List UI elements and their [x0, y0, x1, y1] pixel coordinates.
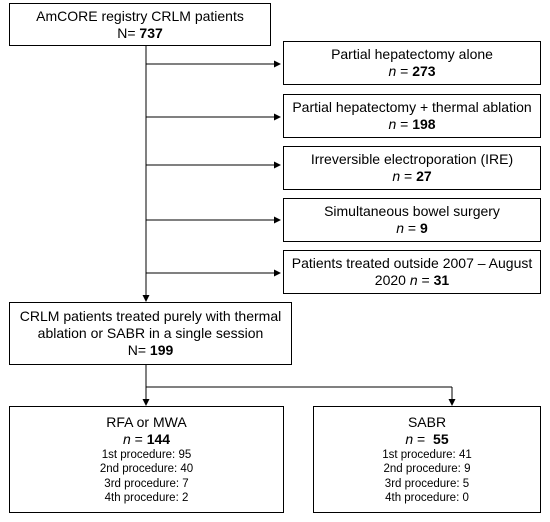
rfa-mwa-count: n = 144 — [122, 430, 171, 447]
sabr-count: n = 55 — [405, 430, 449, 447]
procedure-line: 2nd procedure: 40 — [99, 463, 194, 475]
included-count: N= 199 — [127, 342, 174, 358]
exclusion-count: 2020 n = 31 — [374, 272, 450, 288]
sabr-box: SABR n = 55 1st procedure: 41 2nd proced… — [313, 406, 541, 513]
exclusion-count: n = 273 — [388, 63, 436, 79]
exclusion-box-ire: Irreversible electroporation (IRE) n = 2… — [283, 146, 541, 190]
rfa-mwa-box: RFA or MWA n = 144 1st procedure: 95 2nd… — [9, 406, 284, 513]
exclusion-label: Partial hepatectomy + thermal ablation — [292, 99, 532, 115]
exclusion-box-hepatectomy-ablation: Partial hepatectomy + thermal ablation n… — [283, 94, 541, 138]
procedure-line: 3rd procedure: 5 — [384, 477, 470, 490]
registry-box: AmCORE registry CRLM patients N= 737 — [9, 3, 271, 46]
exclusion-label: Partial hepatectomy alone — [331, 46, 493, 62]
included-cohort-box: CRLM patients treated purely with therma… — [9, 302, 292, 365]
procedure-line: 3rd procedure: 7 — [104, 477, 189, 490]
exclusion-label: Simultaneous bowel surgery — [324, 203, 500, 219]
included-line2: ablation or SABR in a single session — [37, 325, 264, 341]
procedure-line: 1st procedure: 95 — [101, 448, 192, 461]
exclusion-count: n = 27 — [392, 168, 432, 184]
rfa-mwa-title: RFA or MWA — [106, 413, 187, 430]
exclusion-box-hepatectomy: Partial hepatectomy alone n = 273 — [283, 41, 541, 85]
sabr-title: SABR — [407, 413, 447, 430]
exclusion-label: Patients treated outside 2007 – August — [291, 255, 533, 271]
registry-count: N= 737 — [117, 24, 163, 41]
procedure-line: 4th procedure: 2 — [104, 492, 189, 504]
exclusion-box-date-range: Patients treated outside 2007 – August 2… — [283, 250, 541, 294]
procedure-line: 1st procedure: 41 — [382, 448, 472, 461]
registry-title: AmCORE registry CRLM patients — [36, 7, 244, 24]
exclusion-box-bowel-surgery: Simultaneous bowel surgery n = 9 — [283, 198, 541, 242]
procedure-line: 2nd procedure: 9 — [383, 463, 471, 475]
exclusion-count: n = 9 — [396, 220, 428, 236]
included-line1: CRLM patients treated purely with therma… — [19, 308, 282, 324]
exclusion-label: Irreversible electroporation (IRE) — [310, 151, 514, 167]
procedure-line: 4th procedure: 0 — [385, 492, 469, 504]
exclusion-count: n = 198 — [388, 116, 436, 132]
